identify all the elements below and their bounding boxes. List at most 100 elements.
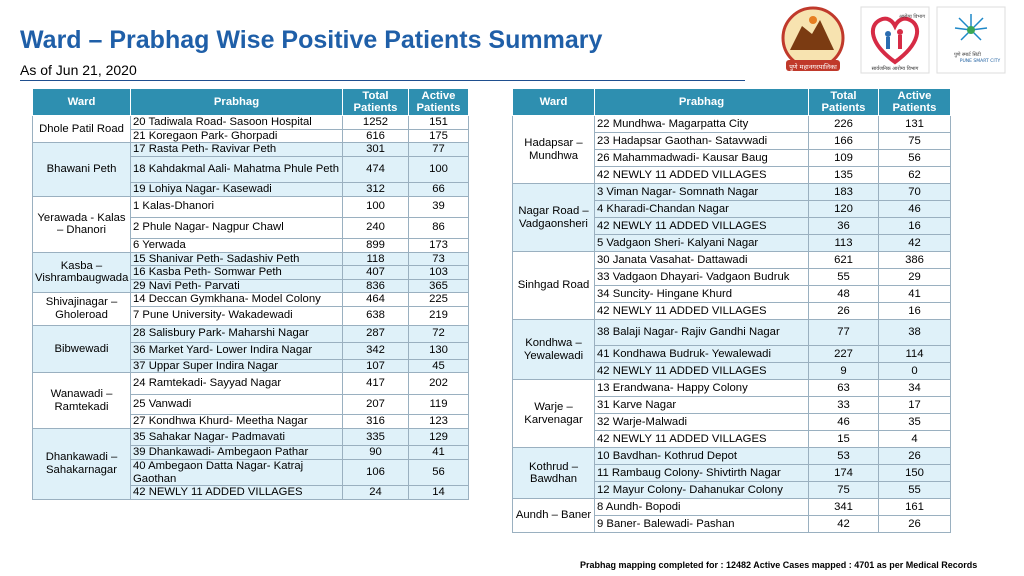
table-row: 36 Market Yard- Lower Indira Nagar 342 130 <box>33 341 469 360</box>
table-row: 16 Kasba Peth- Somwar Peth 407 103 <box>33 265 469 280</box>
smart-city-logo-text-mr: पुणे स्मार्ट सिटी <box>954 51 982 58</box>
active-patients: 131 <box>878 115 951 133</box>
active-patients: 225 <box>408 292 469 307</box>
table-row: 23 Hadapsar Gaothan- Satavwadi 166 75 <box>513 132 951 150</box>
table-row: 27 Kondhwa Khurd- Meetha Nagar 316 123 <box>33 414 469 429</box>
prabhag-name: 8 Aundh- Bopodi <box>594 498 809 516</box>
header-active-patients: Active Patients <box>878 88 951 116</box>
table-row: 31 Karve Nagar 33 17 <box>513 396 951 414</box>
prabhag-name: 18 Kahdakmal Aali- Mahatma Phule Peth <box>130 155 343 183</box>
prabhag-name: 29 Navi Peth- Parvati <box>130 278 343 293</box>
active-patients: 66 <box>408 181 469 197</box>
ward-name: Nagar Road – Vadgaonsheri <box>512 183 595 252</box>
active-patients: 100 <box>408 155 469 183</box>
ward-name: Yerawada - Kalas – Dhanori <box>32 195 131 253</box>
active-patients: 14 <box>408 485 469 500</box>
active-patients: 151 <box>408 115 469 130</box>
prabhag-name: 13 Erandwana- Happy Colony <box>594 379 809 397</box>
table-row: Hadapsar – Mundhwa 22 Mundhwa- Magarpatta… <box>512 115 951 184</box>
prabhag-name: 30 Janata Vasahat- Dattawadi <box>594 251 809 269</box>
prabhag-name: 26 Mahammadwadi- Kausar Baug <box>594 149 809 167</box>
total-patients: 77 <box>808 319 879 346</box>
prabhag-name: 20 Tadiwala Road- Sasoon Hospital <box>130 115 343 130</box>
table-row: 33 Vadgaon Dhayari- Vadgaon Budruk 55 29 <box>513 268 951 286</box>
table-row: Bhawani Peth 17 Rasta Peth- Ravivar Peth 3… <box>32 142 469 197</box>
prabhag-name: 39 Dhankawadi- Ambegaon Pathar <box>130 445 343 460</box>
prabhag-name: 10 Bavdhan- Kothrud Depot <box>594 447 809 465</box>
total-patients: 621 <box>808 251 879 269</box>
prabhag-name: 36 Market Yard- Lower Indira Nagar <box>130 341 343 360</box>
table-row: Yerawada - Kalas – Dhanori 1 Kalas-Dhanor… <box>32 195 469 253</box>
active-patients: 72 <box>408 324 469 343</box>
active-patients: 202 <box>408 372 469 395</box>
table-row: 42 NEWLY 11 ADDED VILLAGES 135 62 <box>513 166 951 184</box>
active-patients: 41 <box>408 445 469 460</box>
prabhag-name: 19 Lohiya Nagar- Kasewadi <box>130 181 343 197</box>
total-patients: 335 <box>342 428 409 446</box>
ward-name: Kasba – Vishrambaugwada <box>32 251 131 293</box>
smart-city-logo-text: PUNE SMART CITY <box>960 58 1001 64</box>
total-patients: 118 <box>342 251 409 266</box>
total-patients: 301 <box>342 142 409 157</box>
table-row: 4 Kharadi-Chandan Nagar 120 46 <box>513 200 951 218</box>
header-prabhag: Prabhag <box>130 88 343 116</box>
right-ward-table: Ward Prabhag Total Patients Active Patie… <box>512 88 951 533</box>
prabhag-name: 31 Karve Nagar <box>594 396 809 414</box>
table-row: Kondhwa – Yewalewadi 38 Balaji Nagar- Raj… <box>512 319 951 380</box>
active-patients: 56 <box>408 459 469 486</box>
prabhag-name: 38 Balaji Nagar- Rajiv Gandhi Nagar <box>594 319 809 346</box>
prabhag-name: 33 Vadgaon Dhayari- Vadgaon Budruk <box>594 268 809 286</box>
table-row: 34 Suncity- Hingane Khurd 48 41 <box>513 285 951 303</box>
table-row: 11 Rambaug Colony- Shivtirth Nagar 174 150 <box>513 464 951 482</box>
table-row: Kothrud – Bawdhan 10 Bavdhan- Kothrud Dep… <box>512 447 951 499</box>
active-patients: 365 <box>408 278 469 293</box>
active-patients: 62 <box>878 166 951 184</box>
total-patients: 240 <box>342 216 409 239</box>
title-divider <box>20 80 745 81</box>
pmc-logo-text: पुणे महानगरपालिका <box>789 63 837 71</box>
health-logo-badge: आरोग्य विभाग <box>899 13 925 20</box>
table-header-row: Ward Prabhag Total Patients Active Patie… <box>32 88 469 116</box>
ward-name: Sinhgad Road <box>512 251 595 320</box>
ward-name: Warje – Karvenagar <box>512 379 595 448</box>
table-row: 7 Pune University- Wakadewadi 638 219 <box>33 305 469 326</box>
active-patients: 73 <box>408 251 469 266</box>
prabhag-name: 4 Kharadi-Chandan Nagar <box>594 200 809 218</box>
prabhag-name: 23 Hadapsar Gaothan- Satavwadi <box>594 132 809 150</box>
active-patients: 16 <box>878 217 951 235</box>
active-patients: 26 <box>878 447 951 465</box>
table-row: Wanawadi – Ramtekadi 24 Ramtekadi- Sayyad… <box>32 372 469 429</box>
table-row: 18 Kahdakmal Aali- Mahatma Phule Peth 474… <box>33 155 469 183</box>
prabhag-name: 41 Kondhawa Budruk- Yewalewadi <box>594 345 809 363</box>
active-patients: 56 <box>878 149 951 167</box>
prabhag-name: 16 Kasba Peth- Somwar Peth <box>130 265 343 280</box>
total-patients: 109 <box>808 149 879 167</box>
active-patients: 16 <box>878 302 951 320</box>
table-row: Aundh – Baner 8 Aundh- Bopodi 341 161 <box>512 498 951 533</box>
ward-name: Kondhwa – Yewalewadi <box>512 319 595 380</box>
prabhag-name: 11 Rambaug Colony- Shivtirth Nagar <box>594 464 809 482</box>
table-header-row: Ward Prabhag Total Patients Active Patie… <box>512 88 951 116</box>
total-patients: 90 <box>342 445 409 460</box>
prabhag-name: 6 Yerwada <box>130 237 343 253</box>
total-patients: 9 <box>808 362 879 380</box>
total-patients: 15 <box>808 430 879 448</box>
active-patients: 0 <box>878 362 951 380</box>
prabhag-name: 42 NEWLY 11 ADDED VILLAGES <box>594 166 809 184</box>
ward-name: Bhawani Peth <box>32 142 131 197</box>
table-row: Dhole Patil Road 20 Tadiwala Road- Sasoon… <box>32 115 469 143</box>
active-patients: 129 <box>408 428 469 446</box>
total-patients: 638 <box>342 305 409 326</box>
table-row: 41 Kondhawa Budruk- Yewalewadi 227 114 <box>513 345 951 363</box>
prabhag-name: 5 Vadgaon Sheri- Kalyani Nagar <box>594 234 809 252</box>
footer-note: Prabhag mapping completed for : 12482 Ac… <box>580 560 978 570</box>
table-row: 6 Yerwada 899 173 <box>33 237 469 253</box>
pmc-logo: पुणे महानगरपालिका <box>781 6 845 71</box>
table-row: 19 Lohiya Nagar- Kasewadi 312 66 <box>33 181 469 197</box>
active-patients: 103 <box>408 265 469 280</box>
total-patients: 207 <box>342 394 409 415</box>
smart-city-logo: पुणे स्मार्ट सिटी PUNE SMART CITY <box>936 6 1006 74</box>
active-patients: 70 <box>878 183 951 201</box>
total-patients: 342 <box>342 341 409 360</box>
table-row: 29 Navi Peth- Parvati 836 365 <box>33 278 469 293</box>
